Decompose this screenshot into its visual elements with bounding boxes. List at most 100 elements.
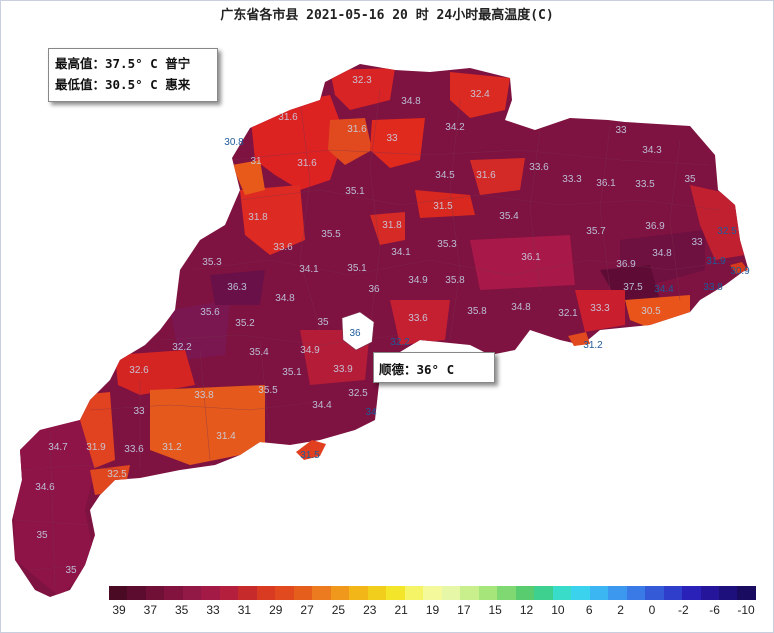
zone-sw-orange: [150, 385, 265, 465]
legend-swatch: [663, 586, 683, 600]
county-temperature-label: 35.6: [200, 307, 220, 318]
county-temperature-label: 33.3: [590, 303, 610, 314]
county-temperature-label: 36.3: [227, 282, 247, 293]
map-value-labels: 32.3 34.8 32.4 31.6 31.6 34.2 33 30.8 31 31.6 34.5…: [35, 75, 750, 576]
county-temperature-label: 32.5: [717, 226, 737, 237]
county-temperature-label: 36: [368, 284, 380, 295]
zone-nw-red: [450, 72, 510, 118]
county-temperature-label: 34.7: [48, 442, 68, 453]
county-temperature-label: 32.6: [129, 365, 149, 376]
zone-mid-magenta: [170, 300, 230, 360]
county-temperature-label: 34.4: [312, 400, 332, 411]
county-temperature-label: 31.6: [278, 112, 298, 123]
island-east: [730, 262, 748, 274]
legend-swatch: [515, 586, 535, 600]
county-temperature-label: 35: [684, 174, 696, 185]
legend-label: 29: [269, 603, 283, 617]
legend-label: 23: [363, 603, 377, 617]
county-temperature-label: 36.1: [521, 252, 541, 263]
county-temperature-label: 35.2: [235, 318, 255, 329]
county-temperature-label: 33: [133, 406, 145, 417]
legend-swatch: [275, 586, 294, 600]
legend-swatch: [386, 586, 405, 600]
island-south: [296, 440, 326, 460]
county-temperature-label: 35.1: [282, 367, 302, 378]
county-temperature-label: 36.9: [645, 221, 665, 232]
county-temperature-label: 33.6: [273, 242, 293, 253]
legend-label: 37: [143, 603, 158, 617]
county-temperature-label: 34.6: [35, 482, 55, 493]
legend-swatch: [201, 586, 220, 600]
county-temperature-label: 35.3: [202, 257, 222, 268]
legend-label: 0: [648, 603, 656, 617]
county-temperature-label: 32.3: [352, 75, 372, 86]
county-temperature-label: 31.6: [347, 124, 367, 135]
tooltip-text: 顺德：36° C: [379, 362, 455, 377]
county-temperature-label: 30.9: [730, 266, 750, 277]
county-temperature-label: 33: [615, 125, 627, 136]
county-temperature-label: 36: [349, 328, 361, 339]
county-temperature-label: 33: [386, 133, 398, 144]
legend-label: 15: [488, 603, 502, 617]
zone-east-red: [690, 185, 745, 260]
legend-swatch: [737, 586, 756, 600]
zone-west-red: [240, 185, 305, 255]
county-temperature-label: 34.9: [300, 345, 320, 356]
zone-sw-red: [115, 350, 195, 395]
temperature-zones: [12, 68, 745, 597]
county-temperature-label: 35.4: [249, 347, 269, 358]
legend-swatch: [700, 586, 719, 600]
color-legend-labels: 39 37 35 33 31 29 27 25 23 21 19 17 15 12 10 6 2 0 -2 -6 -10: [109, 603, 756, 619]
county-temperature-label: 34.8: [401, 96, 421, 107]
county-temperature-label: 33.6: [124, 444, 144, 455]
county-temperature-label: 31.8: [248, 212, 268, 223]
color-legend-bar: [109, 586, 756, 600]
legend-label: -6: [709, 603, 720, 617]
county-temperature-label: 35.8: [467, 306, 487, 317]
legend-swatch: [367, 586, 387, 600]
county-temperature-label: 30.8: [224, 137, 244, 148]
county-temperature-label: 33.8: [194, 390, 214, 401]
zone-southeast-red: [575, 290, 625, 332]
zone-north-red: [250, 95, 345, 190]
zone-coast-red: [390, 300, 450, 345]
legend-label: 35: [175, 603, 189, 617]
legend-swatch: [478, 586, 498, 600]
county-temperature-label: 33.6: [408, 313, 428, 324]
legend-label: 2: [617, 603, 624, 617]
legend-swatch: [608, 586, 627, 600]
legend-swatch: [109, 586, 128, 600]
legend-swatch: [330, 586, 350, 600]
county-temperature-label: 36.1: [596, 178, 616, 189]
county-temperature-label: 34.8: [511, 302, 531, 313]
legend-swatch: [404, 586, 424, 600]
legend-swatch: [349, 586, 368, 600]
county-temperature-label: 35.5: [321, 229, 341, 240]
legend-swatch: [127, 586, 146, 600]
min-value-line: 最低值：30.5° C 惠来: [55, 77, 191, 92]
legend-label: 17: [457, 603, 471, 617]
shunde-district[interactable]: [341, 311, 375, 351]
legend-swatch: [182, 586, 202, 600]
county-temperature-label: 35.7: [586, 226, 606, 237]
county-temperature-label: 33.5: [635, 179, 655, 190]
county-temperature-label: 31.5: [433, 201, 453, 212]
county-temperature-label: 35.1: [347, 263, 367, 274]
legend-swatch: [441, 586, 461, 600]
zone-north-red-3: [370, 118, 425, 168]
legend-swatch: [256, 586, 276, 600]
legend-label: 33: [206, 603, 220, 617]
map-title: 广东省各市县 2021-05-16 20 时 24小时最高温度(C): [220, 8, 554, 23]
county-temperature-label: 33.3: [562, 174, 582, 185]
county-temperature-label: 32.5: [348, 388, 368, 399]
county-temperature-label: 33.6: [529, 162, 549, 173]
legend-swatch: [238, 586, 257, 600]
county-temperature-label: 34.5: [435, 170, 455, 181]
county-temperature-label: 32.5: [107, 469, 127, 480]
county-temperature-label: 32.1: [558, 308, 578, 319]
zone-far-sw: [12, 420, 95, 597]
county-temperature-label: 33: [691, 237, 703, 248]
zone-west-purple: [210, 270, 265, 305]
legend-swatch: [571, 586, 590, 600]
